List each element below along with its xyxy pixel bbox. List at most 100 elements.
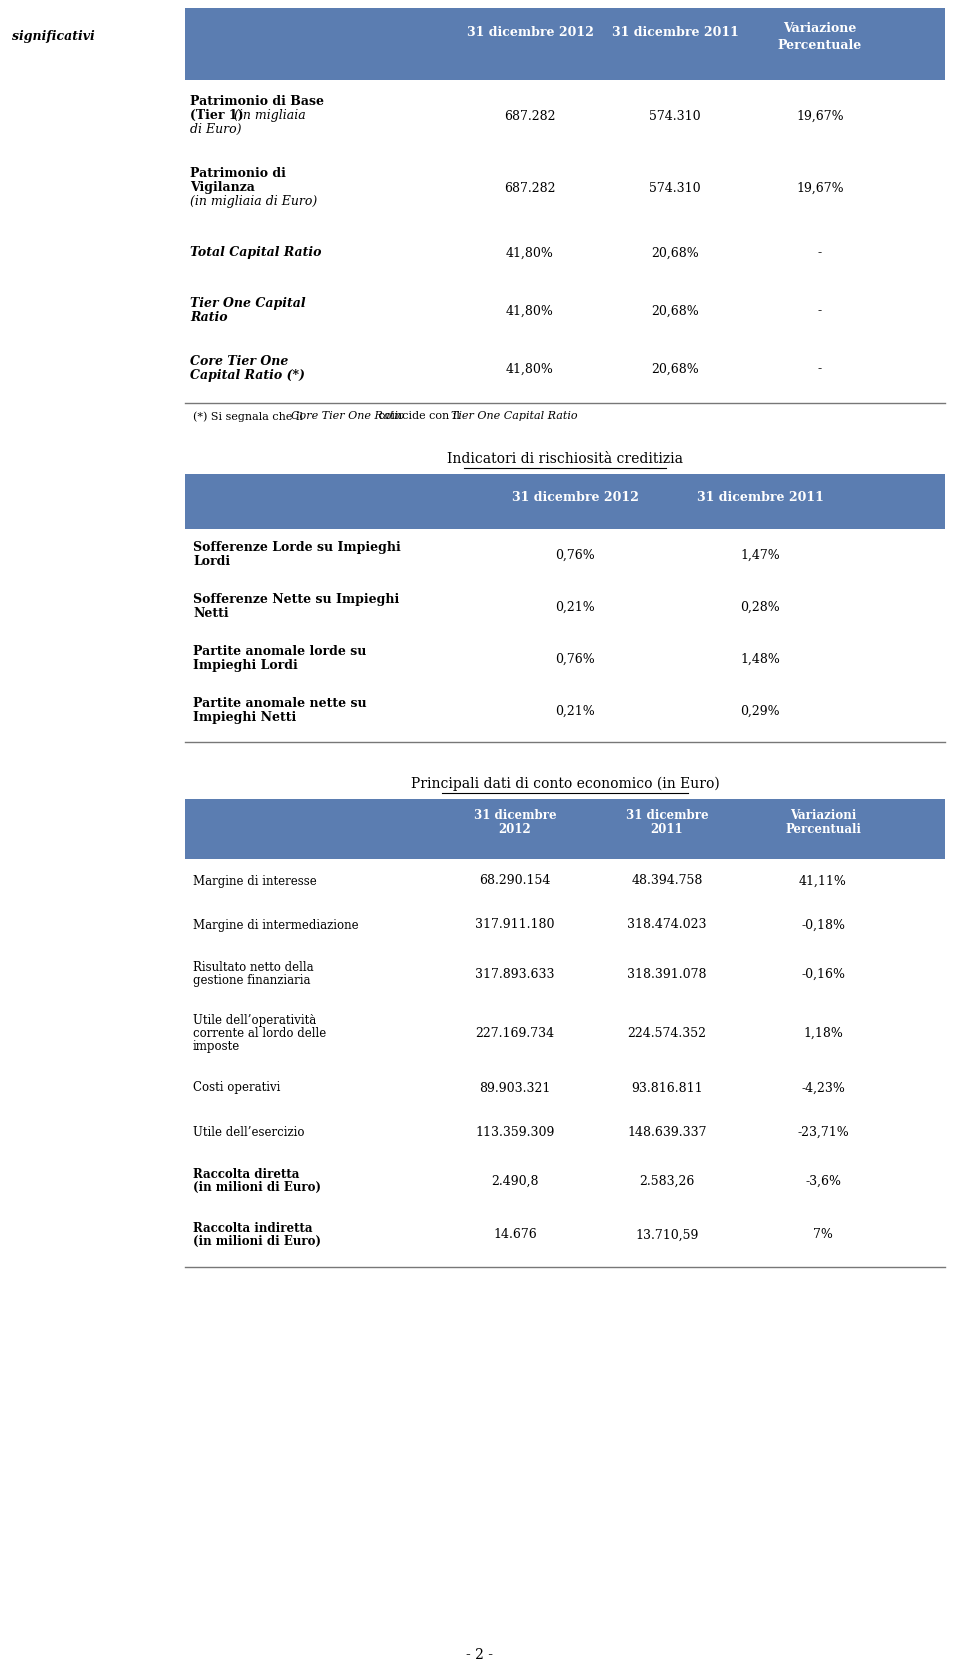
Text: 68.290.154: 68.290.154	[479, 875, 551, 888]
Text: 93.816.811: 93.816.811	[631, 1081, 703, 1094]
Text: 318.391.078: 318.391.078	[627, 968, 707, 981]
Text: Utile dell’esercizio: Utile dell’esercizio	[193, 1126, 304, 1139]
Text: 224.574.352: 224.574.352	[628, 1028, 707, 1039]
Text: 2011: 2011	[651, 823, 684, 836]
Text: Tier One Capital: Tier One Capital	[190, 298, 305, 309]
Text: Margine di intermediazione: Margine di intermediazione	[193, 918, 359, 931]
Text: 574.310: 574.310	[649, 181, 701, 195]
Text: 20,68%: 20,68%	[651, 304, 699, 318]
Bar	[185, 8, 945, 80]
Text: Partite anomale nette su: Partite anomale nette su	[193, 697, 367, 710]
Text: 41,11%: 41,11%	[799, 875, 847, 888]
Text: 0,21%: 0,21%	[555, 600, 595, 614]
Text: -3,6%: -3,6%	[805, 1174, 841, 1187]
Text: Netti: Netti	[193, 607, 228, 620]
Text: -23,71%: -23,71%	[797, 1126, 849, 1139]
Text: 41,80%: 41,80%	[506, 304, 554, 318]
Text: Principali dati di conto economico (in Euro): Principali dati di conto economico (in E…	[411, 777, 719, 792]
Text: (*) Si segnala che il: (*) Si segnala che il	[193, 411, 306, 421]
Text: 13.710,59: 13.710,59	[636, 1229, 699, 1242]
Text: 20,68%: 20,68%	[651, 363, 699, 376]
Text: Risultato netto della: Risultato netto della	[193, 961, 314, 975]
Text: 227.169.734: 227.169.734	[475, 1028, 555, 1039]
Text: Core Tier One Ratio: Core Tier One Ratio	[291, 411, 404, 421]
Text: 113.359.309: 113.359.309	[475, 1126, 555, 1139]
Text: 41,80%: 41,80%	[506, 363, 554, 376]
Text: Vigilanza: Vigilanza	[190, 181, 254, 195]
Text: Patrimonio di Base: Patrimonio di Base	[190, 95, 324, 108]
Text: coincide con il: coincide con il	[375, 411, 464, 421]
Text: 7%: 7%	[813, 1229, 833, 1242]
Text: .: .	[549, 411, 553, 421]
Text: (in milioni di Euro): (in milioni di Euro)	[193, 1236, 321, 1247]
Text: 0,29%: 0,29%	[740, 705, 780, 717]
Text: 1,18%: 1,18%	[804, 1028, 843, 1039]
Text: Variazioni: Variazioni	[790, 808, 856, 822]
Text: Percentuali: Percentuali	[785, 823, 861, 836]
Text: (in milioni di Euro): (in milioni di Euro)	[193, 1181, 321, 1194]
Text: 0,28%: 0,28%	[740, 600, 780, 614]
Text: 2.490,8: 2.490,8	[492, 1174, 539, 1187]
Text: -0,18%: -0,18%	[801, 918, 845, 931]
Text: Core Tier One: Core Tier One	[190, 354, 288, 368]
Text: 31 dicembre 2011: 31 dicembre 2011	[697, 491, 824, 504]
Text: Utile dell’operatività: Utile dell’operatività	[193, 1014, 316, 1028]
Text: 31 dicembre 2012: 31 dicembre 2012	[467, 27, 593, 38]
Text: Margine di interesse: Margine di interesse	[193, 875, 317, 888]
Text: 574.310: 574.310	[649, 110, 701, 123]
Text: (Tier 1): (Tier 1)	[190, 110, 248, 121]
Text: 31 dicembre 2011: 31 dicembre 2011	[612, 27, 738, 38]
Bar	[185, 474, 945, 529]
Text: 2.583,26: 2.583,26	[639, 1174, 695, 1187]
Text: Variazione
Percentuale: Variazione Percentuale	[778, 22, 862, 52]
Text: Capital Ratio (*): Capital Ratio (*)	[190, 369, 305, 382]
Text: Partite anomale lorde su: Partite anomale lorde su	[193, 645, 367, 659]
Text: - 2 -: - 2 -	[467, 1648, 493, 1661]
Text: Tier One Capital Ratio: Tier One Capital Ratio	[451, 411, 578, 421]
Text: (in migliaia: (in migliaia	[234, 110, 305, 121]
Text: Sofferenze Nette su Impieghi: Sofferenze Nette su Impieghi	[193, 594, 399, 605]
Text: 31 dicembre: 31 dicembre	[626, 808, 708, 822]
Text: 20,68%: 20,68%	[651, 246, 699, 259]
Text: 317.893.633: 317.893.633	[475, 968, 555, 981]
Text: 2012: 2012	[498, 823, 532, 836]
Text: di Euro): di Euro)	[190, 123, 242, 136]
Text: 687.282: 687.282	[504, 110, 556, 123]
Text: 89.903.321: 89.903.321	[479, 1081, 551, 1094]
Text: 14.676: 14.676	[493, 1229, 537, 1242]
Text: gestione finanziaria: gestione finanziaria	[193, 975, 310, 988]
Text: 19,67%: 19,67%	[796, 181, 844, 195]
Text: 0,76%: 0,76%	[555, 549, 595, 562]
Text: -: -	[818, 246, 822, 259]
Text: 41,80%: 41,80%	[506, 246, 554, 259]
Text: 318.474.023: 318.474.023	[627, 918, 707, 931]
Text: -: -	[818, 304, 822, 318]
Text: Raccolta indiretta: Raccolta indiretta	[193, 1222, 313, 1236]
Text: -: -	[818, 363, 822, 376]
Text: 48.394.758: 48.394.758	[632, 875, 703, 888]
Text: 0,21%: 0,21%	[555, 705, 595, 717]
Text: 31 dicembre: 31 dicembre	[473, 808, 556, 822]
Text: 1,47%: 1,47%	[740, 549, 780, 562]
Text: 31 dicembre 2012: 31 dicembre 2012	[512, 491, 638, 504]
Text: 687.282: 687.282	[504, 181, 556, 195]
Text: corrente al lordo delle: corrente al lordo delle	[193, 1028, 326, 1039]
Text: Patrimonio di: Patrimonio di	[190, 166, 286, 180]
Text: Total Capital Ratio: Total Capital Ratio	[190, 246, 322, 259]
Text: Lordi: Lordi	[193, 555, 230, 569]
Text: 1,48%: 1,48%	[740, 652, 780, 665]
Text: Raccolta diretta: Raccolta diretta	[193, 1167, 300, 1181]
Text: -0,16%: -0,16%	[801, 968, 845, 981]
Text: Sofferenze Lorde su Impieghi: Sofferenze Lorde su Impieghi	[193, 540, 400, 554]
Text: 317.911.180: 317.911.180	[475, 918, 555, 931]
Text: Indicatori di rischiosità creditizia: Indicatori di rischiosità creditizia	[447, 452, 683, 466]
Text: Costi operativi: Costi operativi	[193, 1081, 280, 1094]
Text: -4,23%: -4,23%	[801, 1081, 845, 1094]
Text: 19,67%: 19,67%	[796, 110, 844, 123]
Text: Ratio: Ratio	[190, 311, 228, 324]
Text: Impieghi Lordi: Impieghi Lordi	[193, 659, 298, 672]
Text: 0,76%: 0,76%	[555, 652, 595, 665]
Text: imposte: imposte	[193, 1039, 240, 1053]
Text: significativi: significativi	[12, 30, 95, 43]
Text: (in migliaia di Euro): (in migliaia di Euro)	[190, 195, 317, 208]
